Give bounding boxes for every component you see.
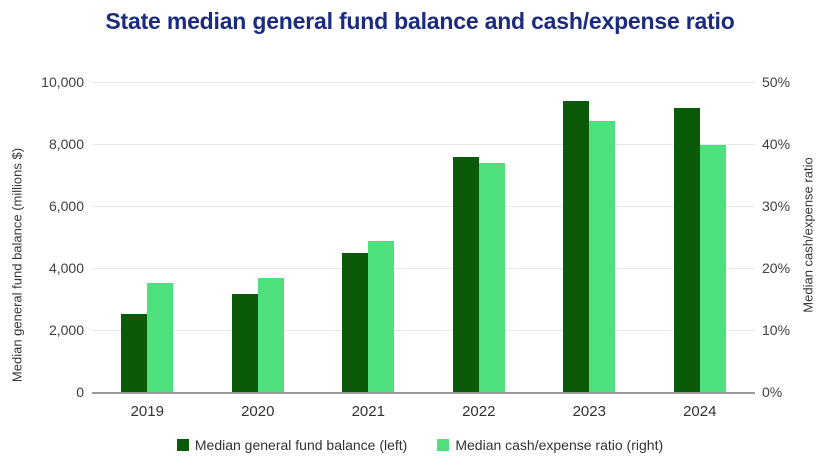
right-axis-tick: 20%: [762, 260, 791, 276]
x-axis-label: 2021: [351, 403, 385, 420]
gridline: [92, 268, 755, 269]
legend-item-balance: Median general fund balance (left): [176, 437, 408, 453]
legend-swatch-ratio: [437, 439, 450, 451]
x-axis-label: 2020: [241, 403, 275, 420]
x-axis-labels: 2019 2020 2021 2022 2023 2024: [92, 403, 755, 420]
right-axis-tick: 30%: [762, 198, 791, 214]
legend-label: Median cash/expense ratio (right): [455, 437, 664, 453]
right-axis-tick: 10%: [762, 322, 791, 338]
bar-group: [92, 82, 203, 392]
chart-title: State median general fund balance and ca…: [105, 8, 735, 34]
balance-bar: [231, 294, 258, 392]
bar-group: [313, 82, 424, 392]
balance-bar: [452, 157, 479, 392]
bar-group: [534, 82, 645, 392]
right-axis-tick: 0%: [762, 384, 783, 400]
left-axis-tick: 0: [76, 384, 84, 400]
balance-bar: [121, 314, 148, 392]
ratio-bar: [478, 163, 505, 392]
ratio-bar: [257, 278, 284, 392]
x-axis-label: 2022: [462, 403, 496, 420]
balance-bar: [673, 108, 700, 392]
x-axis-label: 2019: [130, 403, 164, 420]
plot-area: [92, 82, 755, 394]
ratio-bar: [699, 145, 726, 392]
bar-group: [203, 82, 314, 392]
bar-group: [645, 82, 756, 392]
right-axis-tick: 50%: [762, 74, 791, 90]
gridline: [92, 206, 755, 207]
left-axis-tick: 8,000: [48, 136, 84, 152]
gridline: [92, 82, 755, 83]
legend: Median general fund balance (left) Median…: [0, 437, 840, 453]
balance-bar: [342, 253, 369, 392]
ratio-bar: [147, 283, 174, 392]
x-axis-label: 2023: [572, 403, 606, 420]
ratio-bar: [368, 241, 395, 392]
gridline: [92, 144, 755, 145]
bar-group: [424, 82, 535, 392]
bar-groups: [92, 82, 755, 392]
left-axis-tick: 4,000: [48, 260, 84, 276]
x-axis-label: 2024: [683, 403, 717, 420]
left-axis-tick: 2,000: [48, 322, 84, 338]
gridline: [92, 330, 755, 331]
left-axis-tick: 6,000: [48, 198, 84, 214]
ratio-bar: [589, 121, 616, 392]
legend-swatch-balance: [176, 439, 189, 451]
legend-label: Median general fund balance (left): [194, 437, 408, 453]
legend-item-ratio: Median cash/expense ratio (right): [437, 437, 663, 453]
right-axis-title: Median cash/expense ratio: [800, 157, 816, 313]
balance-bar: [563, 101, 590, 392]
right-axis-tick: 40%: [762, 136, 791, 152]
left-axis-tick: 10,000: [41, 74, 84, 90]
